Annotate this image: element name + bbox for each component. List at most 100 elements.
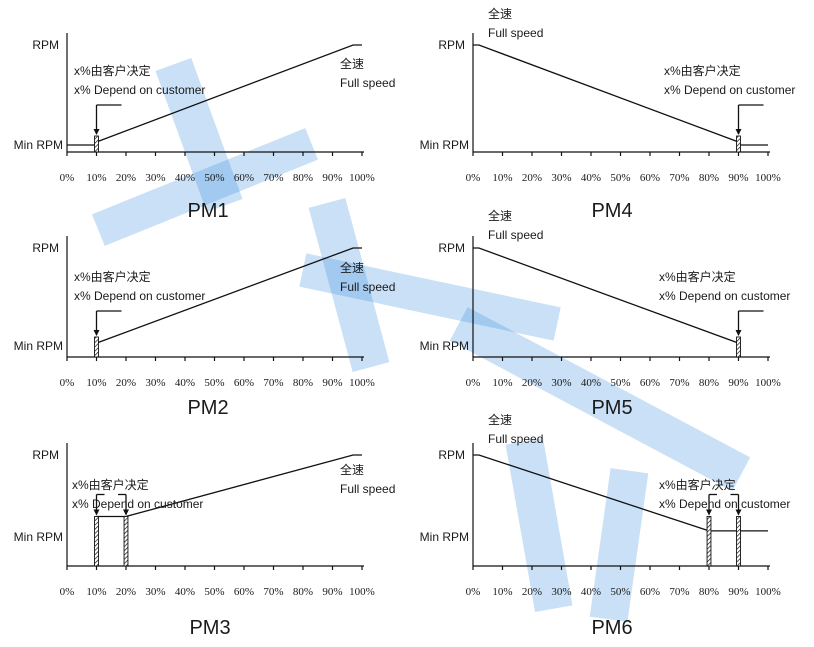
arrow-head (123, 509, 129, 516)
y-label-min-rpm: Min RPM (14, 530, 63, 544)
x-tick-label: 20% (522, 172, 542, 184)
arrow-head (735, 129, 742, 135)
x-tick-label: 60% (234, 586, 254, 598)
x-tick-label: 0% (466, 586, 481, 598)
x-tick-label: 80% (699, 172, 719, 184)
y-label-min-rpm: Min RPM (14, 339, 63, 353)
y-label-min-rpm: Min RPM (14, 138, 63, 152)
y-label-rpm: RPM (32, 38, 59, 52)
x-tick-label: 40% (581, 377, 601, 389)
full-speed-en: Full speed (488, 432, 543, 446)
x-tick-label: 0% (60, 377, 75, 389)
x-tick-label: 60% (640, 377, 660, 389)
x-tick-label: 70% (669, 172, 689, 184)
y-label-min-rpm: Min RPM (420, 138, 469, 152)
hatched-threshold-block (706, 516, 712, 567)
note-cn: x%由客户决定 (664, 63, 741, 78)
x-tick-label: 90% (728, 377, 748, 389)
x-tick-label: 50% (204, 377, 224, 389)
hatched-threshold-block (123, 516, 129, 567)
chart-title: PM6 (591, 617, 632, 639)
chart-panel-pm6: RPM Min RPM 0% 10% 20% 30% 40% 50% 60% 70% 80% 90% 1… (420, 412, 791, 639)
x-tick-label: 20% (522, 377, 542, 389)
full-speed-cn: 全速 (488, 412, 512, 427)
hatched-threshold-block (736, 135, 741, 153)
x-tick-label: 30% (145, 172, 165, 184)
y-label-min-rpm: Min RPM (420, 530, 469, 544)
x-tick-label: 30% (551, 377, 571, 389)
y-label-rpm: RPM (32, 448, 59, 462)
note-en: x% Depend on customer (659, 497, 790, 511)
x-tick-label: 80% (293, 172, 313, 184)
note-cn: x%由客户决定 (72, 477, 149, 492)
x-tick-label: 50% (204, 586, 224, 598)
hatched-threshold-block (94, 516, 99, 567)
x-tick-label: 90% (322, 586, 342, 598)
arrow-head (93, 330, 100, 336)
x-tick-label: 100% (349, 586, 375, 598)
hatched-threshold-block (736, 336, 741, 358)
x-tick-label: 10% (492, 586, 512, 598)
x-tick-label: 90% (728, 172, 748, 184)
chart-panel-pm1: RPM Min RPM 0% 10% 20% 30% 40% 50% 60% 70% 80% 90% 1… (14, 33, 395, 222)
chart-title: PM1 (187, 200, 228, 222)
x-tick-label: 40% (175, 586, 195, 598)
x-tick-label: 80% (699, 586, 719, 598)
x-tick-label: 80% (699, 377, 719, 389)
note-cn: x%由客户决定 (74, 63, 151, 78)
x-tick-label: 20% (522, 586, 542, 598)
x-tick-label: 40% (581, 172, 601, 184)
full-speed-en: Full speed (488, 26, 543, 40)
full-speed-cn: 全速 (488, 208, 512, 223)
x-tick-label: 90% (728, 586, 748, 598)
x-tick-label: 30% (551, 172, 571, 184)
hatched-threshold-block (94, 135, 99, 153)
full-speed-en: Full speed (488, 228, 543, 242)
x-tick-label: 10% (86, 172, 106, 184)
full-speed-cn: 全速 (340, 56, 364, 71)
full-speed-en: Full speed (340, 280, 395, 294)
x-tick-label: 100% (755, 377, 781, 389)
x-tick-label: 70% (263, 172, 283, 184)
x-tick-label: 100% (755, 172, 781, 184)
y-label-rpm: RPM (32, 241, 59, 255)
x-tick-label: 40% (581, 586, 601, 598)
note-en: x% Depend on customer (659, 289, 790, 303)
note-en: x% Depend on customer (74, 83, 205, 97)
full-speed-cn: 全速 (340, 260, 364, 275)
arrow-head (735, 509, 742, 516)
x-tick-label: 10% (86, 377, 106, 389)
hatched-threshold-block (94, 336, 99, 358)
x-tick-label: 70% (263, 377, 283, 389)
x-tick-label: 40% (175, 172, 195, 184)
x-tick-label: 60% (234, 172, 254, 184)
x-tick-label: 10% (492, 377, 512, 389)
full-speed-cn: 全速 (340, 462, 364, 477)
y-label-rpm: RPM (438, 38, 465, 52)
speed-curve (95, 454, 362, 537)
arrow-head (735, 330, 742, 336)
x-tick-label: 90% (322, 377, 342, 389)
x-tick-label: 50% (610, 377, 630, 389)
x-tick-label: 30% (551, 586, 571, 598)
full-speed-en: Full speed (340, 482, 395, 496)
note-cn: x%由客户决定 (74, 269, 151, 284)
chart-title: PM5 (591, 397, 632, 419)
arrow-head (93, 509, 100, 516)
arrow-head (93, 129, 100, 135)
x-tick-label: 50% (610, 172, 630, 184)
x-tick-label: 30% (145, 377, 165, 389)
chart-title: PM2 (187, 397, 228, 419)
x-tick-label: 0% (60, 586, 75, 598)
x-tick-label: 10% (86, 586, 106, 598)
note-en: x% Depend on customer (74, 289, 205, 303)
y-label-rpm: RPM (438, 241, 465, 255)
x-tick-label: 30% (145, 586, 165, 598)
hatched-threshold-block (736, 516, 741, 567)
arrow-head (706, 509, 712, 516)
note-cn: x%由客户决定 (659, 477, 736, 492)
x-tick-label: 20% (116, 172, 136, 184)
x-tick-label: 50% (204, 172, 224, 184)
x-tick-label: 60% (640, 172, 660, 184)
